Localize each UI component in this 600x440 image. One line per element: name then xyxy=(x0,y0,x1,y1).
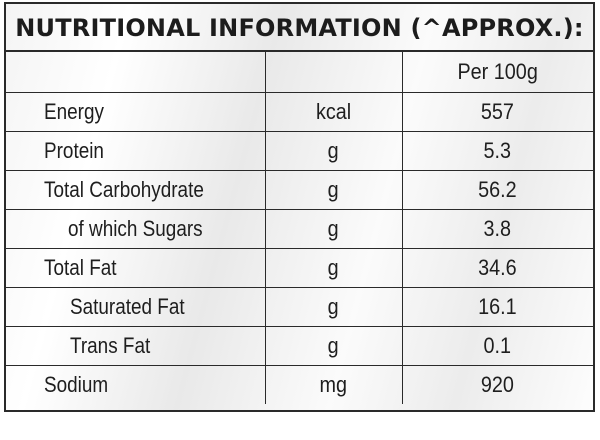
row-label: Total Carbohydrate xyxy=(6,170,266,210)
header-label-cell xyxy=(6,52,266,93)
row-value: 557 xyxy=(401,92,593,132)
table-row-sodium: Sodium mg 920 xyxy=(6,365,593,404)
header-per-100g-label: Per 100g xyxy=(457,59,538,84)
row-label-text: Total Carbohydrate xyxy=(44,177,204,202)
row-value: 56.2 xyxy=(401,170,593,210)
row-label: Total Fat xyxy=(6,248,266,288)
row-label: Sodium xyxy=(6,365,266,404)
nutrition-panel: NUTRITIONAL INFORMATION (^APPROX.): Per … xyxy=(4,2,595,412)
row-value: 920 xyxy=(401,365,593,404)
row-unit: g xyxy=(264,209,403,249)
row-unit-text: g xyxy=(327,255,340,280)
table-row-total-carbohydrate: Total Carbohydrate g 56.2 xyxy=(6,170,593,210)
row-unit-text: g xyxy=(327,177,340,202)
row-label-text: Protein xyxy=(44,138,104,163)
row-value-text: 34.6 xyxy=(478,255,518,280)
row-unit-text: g xyxy=(327,333,340,358)
row-value-text: 5.3 xyxy=(483,138,512,163)
row-value: 5.3 xyxy=(401,131,593,171)
row-label-text: Sodium xyxy=(44,372,109,397)
row-value: 0.1 xyxy=(401,326,593,366)
table-header-row: Per 100g xyxy=(6,52,593,93)
row-label-text: of which Sugars xyxy=(68,216,203,241)
header-per-100g: Per 100g xyxy=(401,52,593,93)
row-value: 3.8 xyxy=(401,209,593,249)
table-row-total-fat: Total Fat g 34.6 xyxy=(6,248,593,288)
row-unit-text: g xyxy=(327,294,340,319)
row-unit: g xyxy=(264,287,403,327)
row-unit: g xyxy=(264,326,403,366)
row-label: Protein xyxy=(6,131,266,171)
row-label-text: Saturated Fat xyxy=(70,294,185,319)
row-unit: mg xyxy=(264,365,403,404)
table-row-saturated-fat: Saturated Fat g 16.1 xyxy=(6,287,593,327)
row-label: of which Sugars xyxy=(6,209,266,249)
row-label-text: Trans Fat xyxy=(70,333,151,358)
row-unit: g xyxy=(264,248,403,288)
row-value: 34.6 xyxy=(401,248,593,288)
row-unit: g xyxy=(264,170,403,210)
nutrition-table: Per 100g Energy kcal 557 Protein g 5.3 T… xyxy=(6,52,593,404)
nutrition-title: NUTRITIONAL INFORMATION (^APPROX.): xyxy=(6,4,593,52)
row-value-text: 0.1 xyxy=(483,333,512,358)
row-value: 16.1 xyxy=(401,287,593,327)
row-unit-text: g xyxy=(327,216,340,241)
row-value-text: 16.1 xyxy=(478,294,518,319)
row-unit-text: kcal xyxy=(315,99,352,124)
row-value-text: 557 xyxy=(481,99,515,124)
row-value-text: 3.8 xyxy=(483,216,512,241)
row-label-text: Total Fat xyxy=(44,255,117,280)
row-unit: kcal xyxy=(264,92,403,132)
table-row-trans-fat: Trans Fat g 0.1 xyxy=(6,326,593,366)
table-row-protein: Protein g 5.3 xyxy=(6,131,593,171)
row-unit-text: mg xyxy=(319,372,348,397)
row-label: Energy xyxy=(6,92,266,132)
row-value-text: 920 xyxy=(481,372,515,397)
row-label: Trans Fat xyxy=(6,326,266,366)
row-value-text: 56.2 xyxy=(478,177,518,202)
row-label-text: Energy xyxy=(44,99,104,124)
table-row-sugars: of which Sugars g 3.8 xyxy=(6,209,593,249)
header-unit-cell xyxy=(264,52,403,93)
row-unit: g xyxy=(264,131,403,171)
row-unit-text: g xyxy=(327,138,340,163)
table-row-energy: Energy kcal 557 xyxy=(6,92,593,132)
row-label: Saturated Fat xyxy=(6,287,266,327)
